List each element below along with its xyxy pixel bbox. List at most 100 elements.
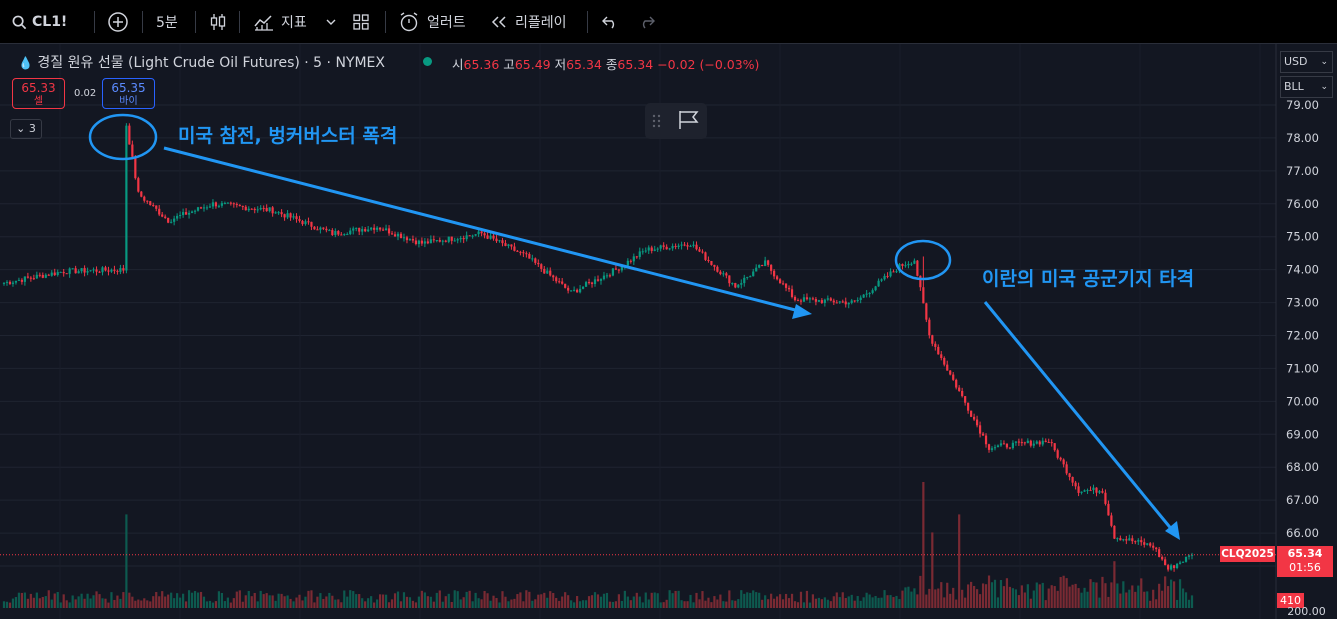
grid-icon — [353, 14, 369, 30]
candle-body — [707, 259, 710, 261]
sell-button[interactable]: 65.33 셀 — [12, 78, 65, 109]
candle-body — [683, 244, 686, 246]
candle-body — [564, 283, 567, 288]
candle-body — [393, 234, 397, 237]
candle-body — [346, 234, 349, 236]
volume-bar — [916, 594, 919, 608]
candle-body — [17, 279, 21, 281]
candle-body — [570, 290, 573, 292]
candle-body — [587, 282, 591, 284]
candle-body — [402, 237, 406, 239]
volume-bar — [811, 594, 815, 608]
compare-button[interactable] — [107, 0, 129, 44]
volume-bar — [1041, 582, 1044, 608]
annotation-text-1: 미국 참전, 벙커버스터 폭격 — [178, 125, 398, 147]
candle-body — [53, 272, 56, 276]
volume-bar — [1107, 596, 1110, 608]
volume-bar — [1175, 599, 1179, 608]
candle-body — [474, 234, 477, 236]
candle-body — [1011, 442, 1015, 449]
volume-bar — [98, 594, 101, 608]
price-chart[interactable]: 79.00 78.00 77.00 76.00 75.00 74.00 73.00 72.00… — [0, 44, 1337, 619]
chart-type-button[interactable] — [208, 0, 228, 44]
open-key: 시 — [452, 57, 464, 72]
candle-body — [92, 269, 95, 271]
candle-body — [128, 125, 131, 145]
candle-body — [280, 212, 283, 215]
candle-body — [337, 231, 340, 235]
candle-body — [125, 125, 128, 271]
candle-body — [973, 416, 976, 420]
interval-button[interactable]: 5분 — [156, 0, 178, 44]
volume-bar — [934, 589, 937, 608]
candle-body — [286, 213, 289, 218]
candle-body — [1125, 539, 1128, 541]
unit-label: BLL — [1284, 80, 1304, 93]
volume-bar — [895, 595, 898, 608]
volume-bar — [411, 600, 415, 608]
candle-body — [674, 246, 677, 248]
candle-body — [62, 271, 65, 274]
volume-bar — [8, 602, 12, 608]
candle-body — [701, 251, 704, 253]
volume-bar — [970, 581, 973, 608]
market-status-dot[interactable] — [423, 57, 432, 66]
symbol-search[interactable]: CL1! — [12, 0, 67, 44]
volume-bar — [593, 592, 597, 608]
candle-body — [883, 275, 886, 280]
candle-body — [152, 205, 155, 207]
replay-label: 리플레이 — [515, 15, 567, 31]
candle-body — [480, 231, 483, 234]
candle-body — [167, 217, 170, 223]
currency-select[interactable]: USD ⌄ — [1280, 51, 1333, 73]
candle-body — [507, 244, 510, 246]
candle-body — [856, 299, 859, 302]
candle-body — [534, 258, 537, 263]
candle-body — [492, 235, 495, 239]
candle-body — [164, 216, 167, 218]
volume-bar — [662, 602, 665, 608]
replay-button[interactable]: 리플레이 — [490, 0, 567, 44]
candle-body — [1107, 503, 1110, 516]
volume-bar — [283, 596, 286, 608]
candle-body — [573, 289, 576, 291]
candle-body — [1098, 491, 1101, 493]
volume-bar — [641, 602, 644, 608]
candle-body — [710, 260, 713, 265]
candle-body — [895, 271, 898, 273]
candle-body — [1080, 491, 1083, 493]
indicators-button[interactable]: 지표 — [253, 0, 307, 44]
undo-button[interactable] — [601, 0, 619, 44]
volume-bar — [710, 602, 713, 608]
alert-button[interactable]: 얼러트 — [398, 0, 466, 44]
unit-select[interactable]: BLL ⌄ — [1280, 76, 1333, 98]
candle-body — [1116, 538, 1119, 540]
candle-body — [596, 279, 600, 281]
annotation-text-2: 이란의 미국 공군기지 타격 — [982, 268, 1195, 290]
collapse-count: 3 — [28, 122, 36, 135]
indicators-dropdown[interactable] — [325, 0, 337, 44]
redo-button[interactable] — [638, 0, 656, 44]
volume-bar — [596, 594, 600, 608]
volume-bar — [952, 587, 955, 608]
open-value: 65.36 — [463, 57, 500, 72]
collapse-indicators-button[interactable]: ⌄ 3 — [10, 119, 42, 139]
candle-body — [196, 207, 200, 211]
volume-bar — [743, 593, 746, 608]
candle-body — [958, 387, 961, 391]
volume-bar — [262, 594, 265, 608]
currency-label: USD — [1284, 55, 1308, 68]
volume-bar — [65, 600, 68, 608]
volume-bar — [462, 597, 465, 608]
volume-bar — [14, 597, 18, 608]
high-key: 고 — [503, 57, 515, 72]
buy-button[interactable]: 65.35 바이 — [102, 78, 155, 109]
layout-button[interactable] — [352, 0, 370, 44]
chart-area[interactable] — [0, 44, 1337, 619]
volume-bar — [749, 592, 752, 608]
candles-icon — [210, 14, 226, 30]
volume-bar — [420, 590, 423, 608]
candle-body — [68, 268, 71, 274]
volume-bar — [319, 593, 322, 608]
candle-body — [283, 214, 286, 218]
